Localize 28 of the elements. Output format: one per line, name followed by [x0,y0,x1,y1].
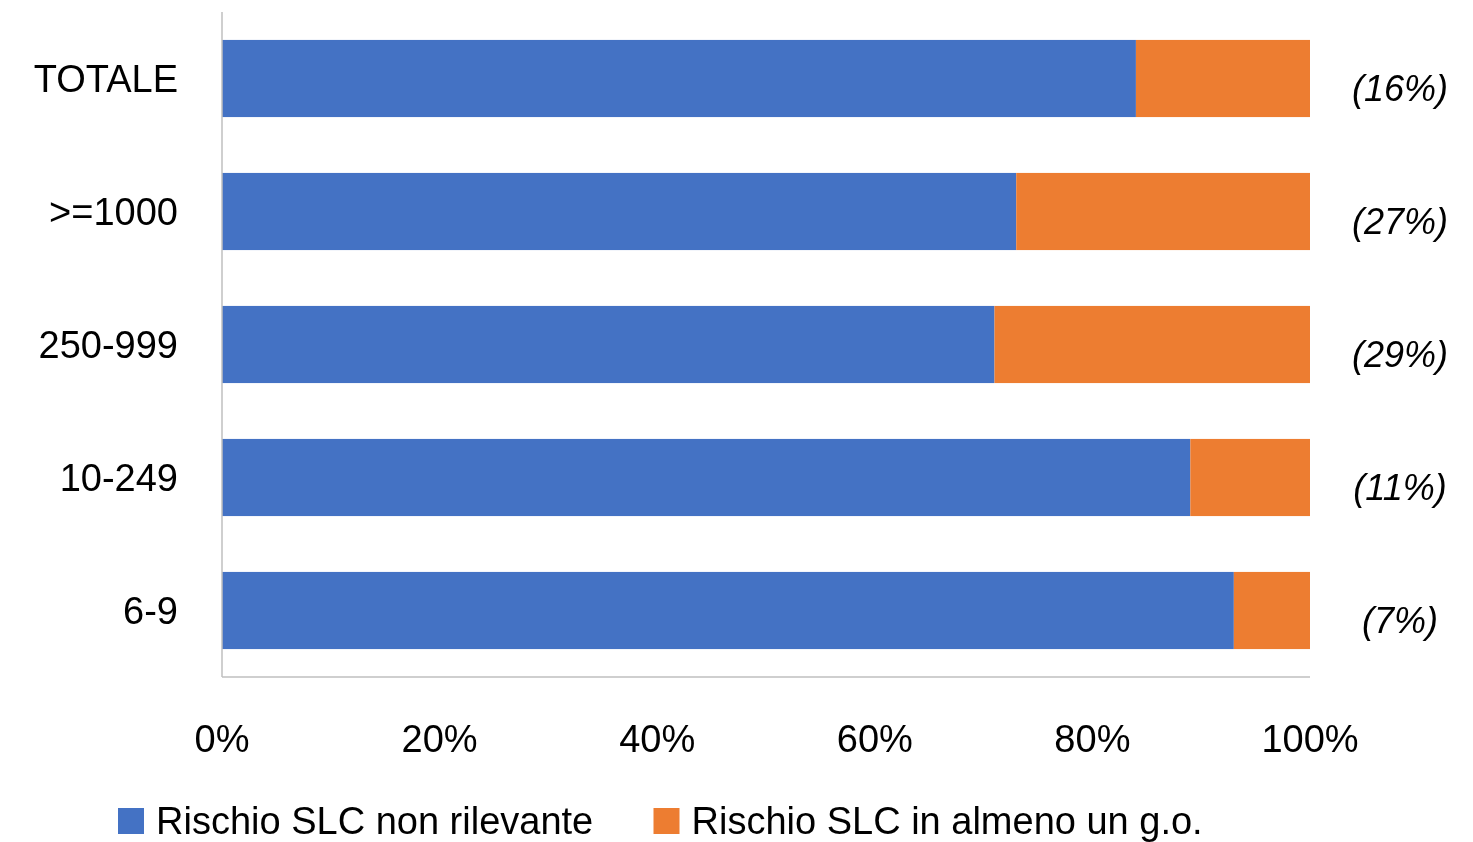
bar [1135,39,1310,118]
bar [222,571,1234,650]
bar [994,305,1310,384]
legend-label: Rischio SLC non rilevante [156,800,594,842]
bar [1016,172,1310,251]
legend-label: Rischio SLC in almeno un g.o. [691,800,1203,842]
y-tick-label: 10-249 [59,456,178,499]
y-tick-label: 6-9 [123,589,178,632]
data-label: (7%) [1361,599,1439,641]
data-label: (27%) [1351,200,1449,242]
y-tick-label: 250-999 [38,323,178,366]
x-tick-label: 40% [619,718,696,760]
bar [1233,571,1310,650]
y-tick-label: TOTALE [33,57,178,100]
x-tick-label: 0% [194,718,250,760]
bar [222,438,1191,517]
bar [222,172,1017,251]
x-tick-label: 100% [1261,718,1359,760]
bar [222,305,995,384]
x-tick-label: 80% [1054,718,1131,760]
data-label: (16%) [1351,67,1449,109]
bar [222,39,1136,118]
x-tick-label: 20% [401,718,478,760]
x-tick-label: 60% [836,718,913,760]
data-label: (11%) [1353,466,1447,508]
bar [1190,438,1310,517]
data-label: (29%) [1351,333,1449,375]
y-tick-label: >=1000 [49,190,178,233]
